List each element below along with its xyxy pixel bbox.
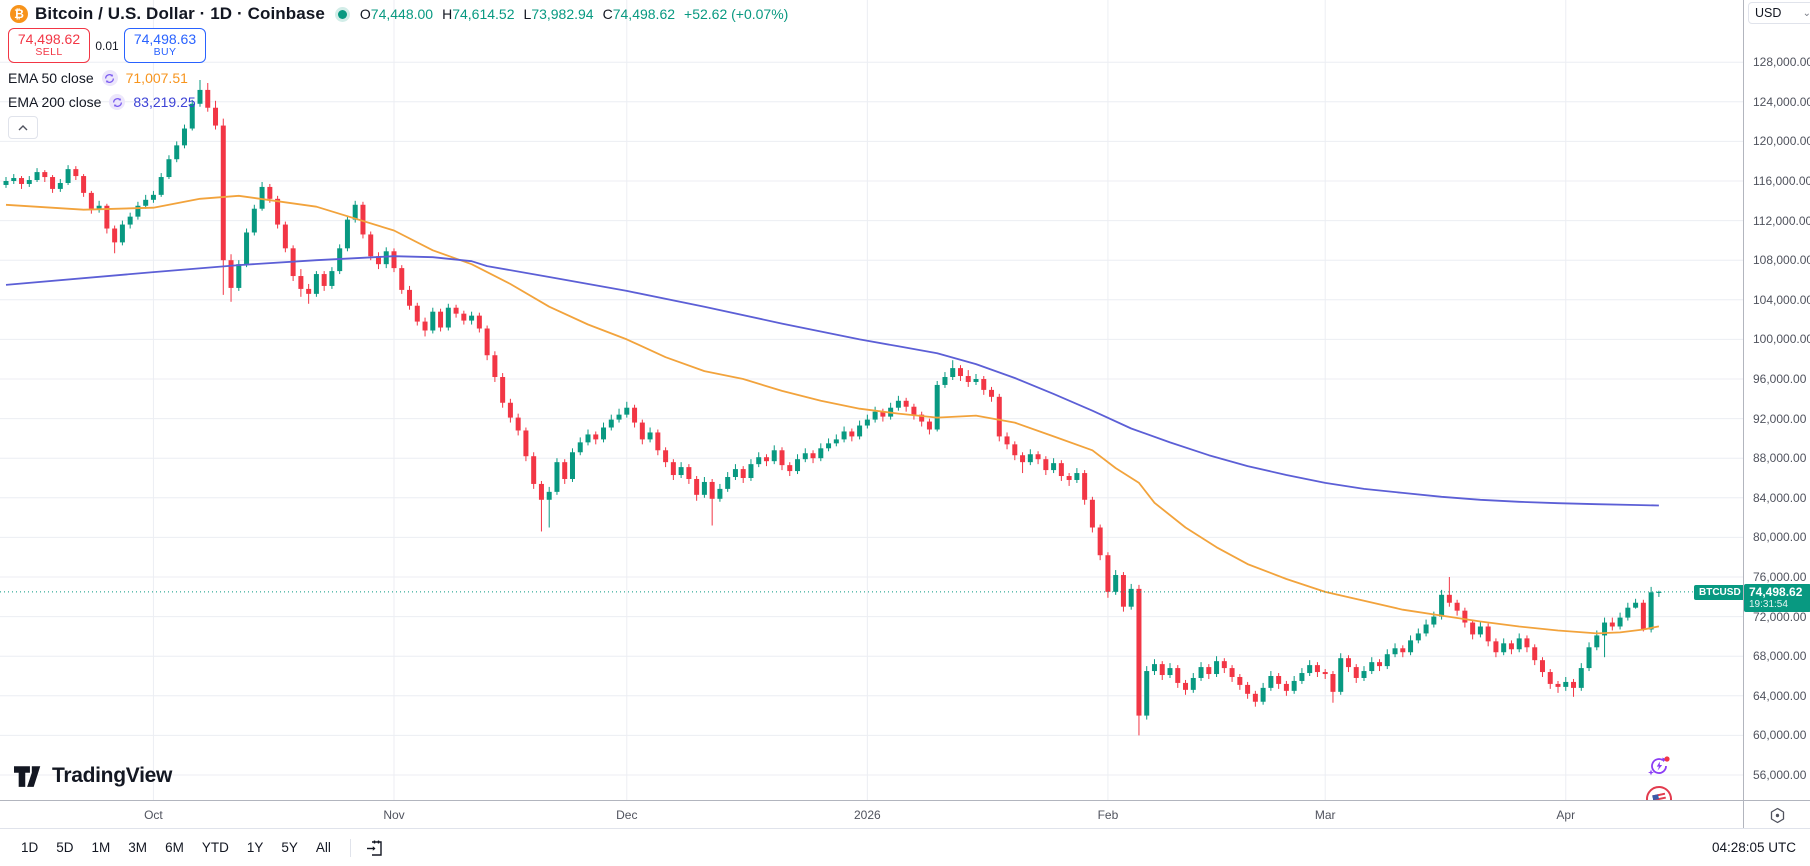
- ohlc-open-label: O: [359, 6, 371, 22]
- ema200-value: 83,219.25: [133, 94, 196, 110]
- price-tick-label: 88,000.00: [1753, 451, 1807, 466]
- tradingview-logo-text: TradingView: [52, 764, 173, 787]
- us-flag-badge-icon[interactable]: [1643, 783, 1675, 800]
- ema50-value: 71,007.51: [125, 70, 188, 86]
- price-tick-label: 100,000.00: [1753, 332, 1810, 347]
- price-tick-label: 60,000.00: [1753, 728, 1807, 743]
- change-value: +52.62 (+0.07%): [684, 6, 789, 22]
- range-1d[interactable]: 1D: [21, 840, 39, 855]
- time-tick-label: Apr: [1556, 808, 1576, 822]
- chevron-down-icon: ⌄: [1802, 7, 1810, 19]
- chart-canvas[interactable]: ₿ Bitcoin / U.S. Dollar · 1D · Coinbase …: [0, 0, 1743, 800]
- price-tick-label: 68,000.00: [1753, 649, 1807, 664]
- price-tick-label: 72,000.00: [1753, 609, 1807, 624]
- ema50-name: EMA 50 close: [8, 70, 94, 86]
- ohlc-high-value: 74,614.52: [452, 6, 515, 22]
- range-5d[interactable]: 5D: [56, 840, 74, 855]
- buy-price: 74,498.63: [133, 31, 197, 48]
- price-tick-label: 64,000.00: [1753, 688, 1807, 703]
- currency-selector[interactable]: USD ⌄: [1748, 2, 1810, 24]
- price-tick-label: 116,000.00: [1753, 174, 1810, 188]
- range-1m[interactable]: 1M: [91, 840, 111, 855]
- buy-label: BUY: [153, 46, 177, 59]
- ohlc-values: O74,448.00 H74,614.52 L73,982.94 C74,498…: [360, 6, 788, 22]
- indicator-ema50[interactable]: EMA 50 close 71,007.51: [8, 70, 188, 86]
- price-tick-label: 84,000.00: [1753, 490, 1807, 505]
- range-all[interactable]: All: [315, 840, 331, 855]
- sell-price: 74,498.62: [17, 31, 81, 48]
- time-tick-label: Oct: [144, 808, 163, 822]
- ohlc-high-label: H: [442, 6, 453, 22]
- price-tick-label: 104,000.00: [1753, 292, 1810, 307]
- refresh-icon: [101, 70, 118, 86]
- price-tick-label: 56,000.00: [1753, 768, 1807, 782]
- time-tick-label: Nov: [383, 808, 405, 822]
- range-1y[interactable]: 1Y: [246, 840, 264, 855]
- time-tick-label: 2026: [854, 808, 881, 822]
- indicator-ema200[interactable]: EMA 200 close 83,219.25: [8, 94, 196, 110]
- spread-value: 0.01: [95, 38, 119, 53]
- price-tick-label: 92,000.00: [1753, 411, 1807, 426]
- toolbar-divider: [349, 838, 351, 857]
- ohlc-low-value: 73,982.94: [531, 6, 594, 22]
- currency-label: USD: [1755, 6, 1782, 20]
- ema50-line: [5, 194, 1660, 635]
- live-refresh-icon[interactable]: [1646, 753, 1672, 779]
- range-ytd[interactable]: YTD: [201, 840, 229, 855]
- time-tick-label: Feb: [1097, 808, 1119, 822]
- bar-countdown: 19:31:54: [1749, 599, 1788, 610]
- time-tick-label: Mar: [1314, 808, 1336, 822]
- price-tick-label: 80,000.00: [1753, 530, 1807, 545]
- buy-button[interactable]: 74,498.63 BUY: [124, 28, 206, 63]
- market-status-icon: [337, 9, 347, 19]
- price-axis[interactable]: USD ⌄ 128,000.00 124,000.00 120,000.00 116,…: [1743, 0, 1810, 800]
- us-flag-icon: [1651, 792, 1667, 800]
- price-tick-label: 124,000.00: [1753, 94, 1810, 109]
- bitcoin-icon: ₿: [10, 5, 28, 23]
- time-axis[interactable]: Oct Nov Dec 2026 Feb Mar Apr: [0, 800, 1743, 829]
- ohlc-close-value: 74,498.62: [612, 6, 676, 22]
- current-price-value: 74,498.62: [1749, 585, 1803, 599]
- trade-panel: 74,498.62 SELL 0.01 74,498.63 BUY: [8, 28, 206, 63]
- price-tick-label: 112,000.00: [1753, 213, 1810, 228]
- tradingview-logo[interactable]: TradingView: [14, 764, 172, 788]
- price-tick-label: 108,000.00: [1753, 253, 1810, 268]
- current-symbol-tag: BTCUSD: [1694, 585, 1743, 600]
- calendar-arrow-icon: [366, 840, 382, 856]
- current-price-label: 74,498.62 19:31:54: [1744, 584, 1810, 612]
- bottom-toolbar: 1D 5D 1M 3M 6M YTD 1Y 5Y All 04:28:05 UT…: [0, 828, 1810, 866]
- range-5y[interactable]: 5Y: [281, 840, 298, 855]
- ohlc-low-label: L: [523, 6, 532, 22]
- sell-button[interactable]: 74,498.62 SELL: [8, 28, 90, 63]
- ema200-line: [5, 255, 1659, 507]
- date-ranges: 1D 5D 1M 3M 6M YTD 1Y 5Y All: [14, 836, 387, 860]
- chevron-up-icon: [18, 124, 28, 130]
- price-tick-label: 120,000.00: [1753, 134, 1810, 149]
- symbol-title[interactable]: Bitcoin / U.S. Dollar · 1D · Coinbase: [35, 4, 325, 23]
- candlestick-series: [3, 80, 1662, 736]
- goto-date-button[interactable]: [363, 836, 387, 860]
- ohlc-close-label: C: [602, 6, 613, 22]
- range-6m[interactable]: 6M: [165, 840, 184, 855]
- axis-settings-gear-icon[interactable]: [1769, 807, 1786, 824]
- session-clock[interactable]: 04:28:05 UTC: [1711, 840, 1796, 855]
- tradingview-mark-icon: [14, 765, 41, 787]
- ema200-name: EMA 200 close: [8, 94, 102, 110]
- candlestick-chart: [0, 0, 1743, 800]
- refresh-icon: [109, 94, 126, 110]
- sell-label: SELL: [35, 46, 63, 59]
- symbol-header: ₿ Bitcoin / U.S. Dollar · 1D · Coinbase …: [10, 4, 788, 24]
- price-tick-label: 76,000.00: [1753, 570, 1807, 584]
- time-tick-label: Dec: [616, 808, 638, 822]
- price-tick-label: 96,000.00: [1753, 372, 1807, 386]
- ohlc-open-value: 74,448.00: [370, 6, 434, 22]
- range-3m[interactable]: 3M: [128, 840, 148, 855]
- price-tick-label: 128,000.00: [1753, 55, 1810, 70]
- gridlines: [0, 0, 1743, 800]
- collapse-legend-button[interactable]: [8, 116, 38, 139]
- axis-corner: [1743, 800, 1810, 829]
